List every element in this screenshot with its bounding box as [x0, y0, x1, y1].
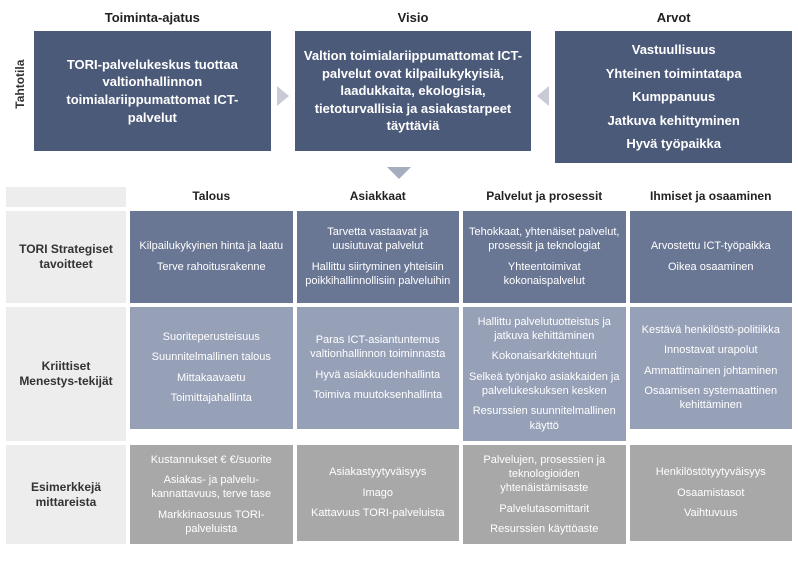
cell-item: Kustannukset € €/suorite: [151, 453, 272, 467]
cell-item: Toimittajahallinta: [171, 391, 252, 405]
cell-item: Kokonaisarkkitehtuuri: [492, 349, 597, 363]
cell-item: Markkinaosuus TORI-palveluista: [136, 508, 287, 537]
cell-r2c4: Kestävä henkilöstö-politiikka Innostavat…: [630, 307, 793, 429]
top-section: Tahtotila Toiminta-ajatus TORI-palveluke…: [6, 6, 792, 163]
top-col-visio: Visio Valtion toimialariippumattomat ICT…: [295, 6, 532, 163]
cell-item: Tarvetta vastaavat ja uusiutuvat palvelu…: [303, 225, 454, 254]
cell-item: Toimiva muutoksenhallinta: [313, 388, 442, 402]
cell-item: Osaamistasot: [677, 486, 744, 500]
arrow-right-cell: [271, 6, 295, 163]
top-box: Valtion toimialariippumattomat ICT-palve…: [295, 31, 532, 151]
top-box-line: Kumppanuus: [632, 88, 715, 106]
cell-item: Selkeä työnjako asiakkaiden ja palveluke…: [469, 370, 620, 399]
matrix: Talous Asiakkaat Palvelut ja prosessit I…: [6, 187, 792, 545]
top-header: Toiminta-ajatus: [34, 6, 271, 31]
col-header-palvelut: Palvelut ja prosessit: [463, 187, 626, 207]
cell-item: Palvelujen, prosessien ja teknologioiden…: [469, 453, 620, 496]
cell-r3c1: Kustannukset € €/suorite Asiakas- ja pal…: [130, 445, 293, 544]
cell-item: Imago: [362, 486, 393, 500]
cell-item: Terve rahoitusrakenne: [157, 260, 266, 274]
cell-item: Kestävä henkilöstö-politiikka: [642, 323, 780, 337]
cell-item: Hallittu palvelutuotteistus ja jatkuva k…: [469, 315, 620, 344]
matrix-corner: [6, 187, 126, 207]
arrow-down-wrap: [6, 167, 792, 181]
arrow-right-icon: [277, 86, 289, 106]
cell-item: Innostavat urapolut: [664, 343, 758, 357]
top-box: TORI-palvelukeskus tuottaa valtionhallin…: [34, 31, 271, 151]
cell-item: Tehokkaat, yhtenäiset palvelut, prosessi…: [469, 225, 620, 254]
top-box-line: Valtion toimialariippumattomat ICT-palve…: [303, 47, 524, 135]
col-header-asiakkaat: Asiakkaat: [297, 187, 460, 207]
cell-r3c2: Asiakastyytyväisyys Imago Kattavuus TORI…: [297, 445, 460, 541]
row-label-menestystekijat: Kriittiset Menestys-tekijät: [6, 307, 126, 441]
cell-item: Asiakastyytyväisyys: [329, 465, 426, 479]
top-col-toiminta-ajatus: Toiminta-ajatus TORI-palvelukeskus tuott…: [34, 6, 271, 163]
cell-item: Henkilöstötyytyväisyys: [656, 465, 766, 479]
cell-item: Vaihtuvuus: [684, 506, 738, 520]
cell-item: Yhteentoimivat kokonaispalvelut: [469, 260, 620, 289]
top-header: Arvot: [555, 6, 792, 31]
cell-item: Palvelutasomittarit: [499, 502, 589, 516]
top-box-line: Jatkuva kehittyminen: [608, 112, 740, 130]
cell-item: Resurssien käyttöaste: [490, 522, 598, 536]
cell-r1c2: Tarvetta vastaavat ja uusiutuvat palvelu…: [297, 211, 460, 303]
cell-r3c3: Palvelujen, prosessien ja teknologioiden…: [463, 445, 626, 544]
cell-item: Paras ICT-asiantuntemus valtionhallinnon…: [303, 333, 454, 362]
cell-item: Hallittu siirtyminen yhteisiin poikkihal…: [303, 260, 454, 289]
cell-item: Oikea osaaminen: [668, 260, 754, 274]
cell-r1c1: Kilpailukykyinen hinta ja laatu Terve ra…: [130, 211, 293, 303]
cell-item: Hyvä asiakkuudenhallinta: [315, 368, 440, 382]
top-col-arvot: Arvot Vastuullisuus Yhteinen toimintatap…: [555, 6, 792, 163]
top-grid: Toiminta-ajatus TORI-palvelukeskus tuott…: [34, 6, 792, 163]
arrow-left-cell: [531, 6, 555, 163]
cell-r2c2: Paras ICT-asiantuntemus valtionhallinnon…: [297, 307, 460, 429]
cell-r2c1: Suoriteperusteisuus Suunnitelmallinen ta…: [130, 307, 293, 429]
col-header-ihmiset: Ihmiset ja osaaminen: [630, 187, 793, 207]
side-label-tahtotila: Tahtotila: [6, 6, 34, 163]
cell-item: Mittakaavaetu: [177, 371, 245, 385]
row-label-mittareista: Esimerkkejä mittareista: [6, 445, 126, 544]
arrow-down-icon: [387, 167, 411, 179]
top-header: Visio: [295, 6, 532, 31]
cell-r3c4: Henkilöstötyytyväisyys Osaamistasot Vaih…: [630, 445, 793, 541]
cell-r2c3: Hallittu palvelutuotteistus ja jatkuva k…: [463, 307, 626, 441]
cell-item: Ammattimainen johtaminen: [644, 364, 777, 378]
cell-item: Kattavuus TORI-palveluista: [311, 506, 445, 520]
cell-item: Suoriteperusteisuus: [163, 330, 260, 344]
top-box-line: TORI-palvelukeskus tuottaa valtionhallin…: [42, 56, 263, 126]
top-box: Vastuullisuus Yhteinen toimintatapa Kump…: [555, 31, 792, 163]
row-label-tavoitteet: TORI Strategiset tavoitteet: [6, 211, 126, 303]
strategy-map: Tahtotila Toiminta-ajatus TORI-palveluke…: [6, 6, 792, 544]
cell-item: Kilpailukykyinen hinta ja laatu: [139, 239, 283, 253]
cell-r1c4: Arvostettu ICT-työpaikka Oikea osaaminen: [630, 211, 793, 303]
top-box-line: Yhteinen toimintatapa: [606, 65, 742, 83]
cell-item: Arvostettu ICT-työpaikka: [651, 239, 771, 253]
cell-r1c3: Tehokkaat, yhtenäiset palvelut, prosessi…: [463, 211, 626, 303]
top-box-line: Hyvä työpaikka: [626, 135, 721, 153]
cell-item: Resurssien suunnitelmallinen käyttö: [469, 404, 620, 433]
arrow-left-icon: [537, 86, 549, 106]
top-box-line: Vastuullisuus: [632, 41, 716, 59]
col-header-talous: Talous: [130, 187, 293, 207]
cell-item: Osaamisen systemaattinen kehittäminen: [636, 384, 787, 413]
cell-item: Suunnitelmallinen talous: [152, 350, 271, 364]
cell-item: Asiakas- ja palvelu-kannattavuus, terve …: [136, 473, 287, 502]
